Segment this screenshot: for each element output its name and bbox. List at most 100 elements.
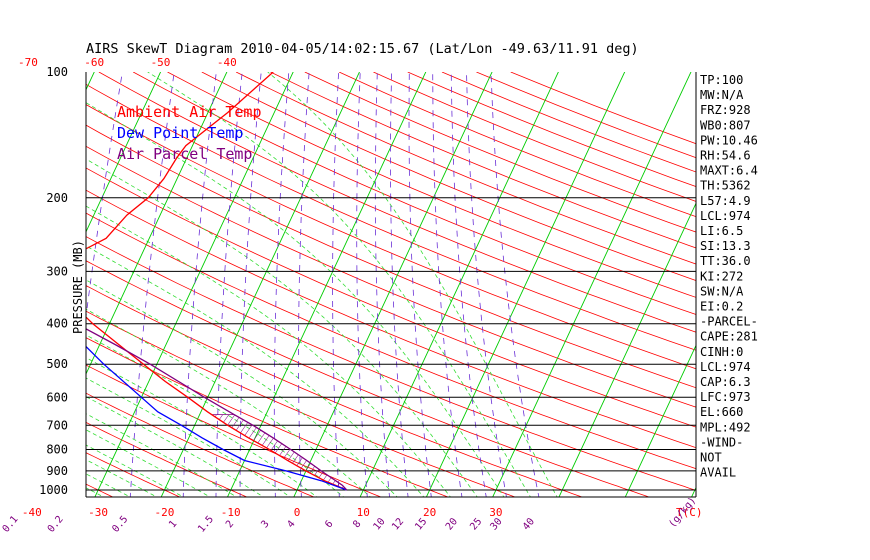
moist-adiabat xyxy=(86,158,478,497)
mixing-ratio-label: 40 xyxy=(521,516,537,532)
legend-dew-point-temp: Dew Point Temp xyxy=(117,124,243,142)
stability-index: -WIND- xyxy=(700,435,743,449)
isotherms xyxy=(0,63,696,499)
dry-adiabat xyxy=(86,145,696,408)
isotherm xyxy=(425,72,626,497)
mixing-ratio-label: 12 xyxy=(390,516,406,532)
isotherm xyxy=(624,344,696,497)
mixing-ratio-label: 6 xyxy=(323,519,335,531)
mixing-ratio-label: 1.5 xyxy=(196,514,216,535)
moist-adiabat xyxy=(86,279,398,497)
stability-index: MPL:492 xyxy=(700,420,751,434)
top-temperature-tick: -70 xyxy=(18,56,38,69)
stability-index: RH:54.6 xyxy=(700,149,751,163)
legend: Ambient Air Temp Dew Point Temp Air Parc… xyxy=(117,103,262,163)
dry-adiabat xyxy=(270,72,696,249)
stability-index: TP:100 xyxy=(700,73,743,87)
dry-adiabat xyxy=(133,72,696,315)
x-axis-unit-label: T(C) xyxy=(676,506,703,519)
moist-adiabat xyxy=(86,413,238,497)
isotherm xyxy=(359,72,559,497)
stability-index: PW:10.46 xyxy=(700,133,758,147)
mixing-ratio-line xyxy=(450,72,487,497)
moist-adiabat xyxy=(267,72,558,497)
isotherm xyxy=(160,72,360,497)
stability-index: EI:0.2 xyxy=(700,300,743,314)
stability-index: MAXT:6.4 xyxy=(700,164,758,178)
stability-index: EL:660 xyxy=(700,405,743,419)
stability-index: -PARCEL- xyxy=(700,315,758,329)
isotherm xyxy=(226,72,427,497)
bottom-temperature-tick: -30 xyxy=(88,506,108,519)
dry-adiabat xyxy=(510,72,696,145)
dry-adiabat xyxy=(86,285,584,497)
y-axis-label: PRESSURE (MB) xyxy=(71,240,85,334)
plot-area xyxy=(0,63,696,499)
stability-index: TT:36.0 xyxy=(700,254,751,268)
pressure-tick-label: 400 xyxy=(46,317,68,331)
dry-adiabat xyxy=(86,83,696,351)
pressure-tick-labels: 100 200 300 400 500 600 700 800 900 1000 xyxy=(39,65,68,497)
pressure-tick-label: 300 xyxy=(46,264,68,278)
dry-adiabat xyxy=(86,483,114,497)
mixing-ratio-line xyxy=(298,72,310,497)
top-temperature-labels: -120-110-100-90-80-70-60-50-40 xyxy=(18,56,237,69)
legend-air-parcel-temp: Air Parcel Temp xyxy=(117,145,252,163)
top-temperature-tick: -50 xyxy=(151,56,171,69)
mixing-ratio-label: 8 xyxy=(351,519,363,531)
moist-adiabat xyxy=(86,444,185,497)
mixing-ratio-line xyxy=(129,72,175,497)
mixing-ratio-line xyxy=(374,72,390,497)
moist-adiabat xyxy=(86,308,371,497)
stability-index: SI:13.3 xyxy=(700,239,751,253)
stability-index: TH:5362 xyxy=(700,179,751,193)
pressure-tick-label: 800 xyxy=(46,443,68,457)
moist-adiabat xyxy=(0,249,81,499)
sounding-series xyxy=(86,72,348,491)
isotherm xyxy=(293,72,493,497)
stability-index: SW:N/A xyxy=(700,284,744,298)
pressure-tick-label: 100 xyxy=(46,65,68,79)
mixing-ratio-label: 10 xyxy=(371,516,387,532)
mixing-ratio-label: 0.5 xyxy=(110,514,130,535)
mixing-ratio-line xyxy=(408,72,432,497)
dry-adiabat xyxy=(86,452,181,497)
stability-index: AVAIL xyxy=(700,466,736,480)
pressure-tick-label: 900 xyxy=(46,464,68,478)
top-temperature-tick: -60 xyxy=(84,56,104,69)
dew-point-temp-line xyxy=(86,345,347,491)
stability-index: LCL:974 xyxy=(700,360,751,374)
pressure-tick-label: 600 xyxy=(46,390,68,404)
dry-adiabat xyxy=(201,72,696,281)
isotherm xyxy=(0,63,32,499)
isotherm xyxy=(86,72,228,375)
mixing-ratio-label: 2 xyxy=(224,519,236,531)
ambient-air-temp-line xyxy=(86,72,347,491)
pressure-tick-label: 200 xyxy=(46,191,68,205)
stability-index: CAPE:281 xyxy=(700,330,758,344)
mixing-ratio-line xyxy=(215,72,243,497)
mixing-ratio-label: 25 xyxy=(468,516,484,532)
cape-hatch xyxy=(210,414,347,491)
mixing-ratio-label: 4 xyxy=(285,519,297,531)
mixing-ratio-label: 3 xyxy=(259,519,271,531)
bottom-temperature-tick: 0 xyxy=(294,506,301,519)
pressure-tick-label: 700 xyxy=(46,418,68,432)
stability-index: NOT xyxy=(700,451,722,465)
cape-area xyxy=(210,414,347,491)
dry-adiabat xyxy=(0,72,49,499)
mixing-ratio-line xyxy=(239,72,262,497)
dry-adiabat xyxy=(86,104,696,370)
mixing-ratio-line xyxy=(182,72,217,497)
dry-adiabat xyxy=(338,72,696,218)
dry-adiabat xyxy=(86,167,696,428)
top-temperature-tick: -40 xyxy=(217,56,237,69)
dry-adiabat xyxy=(235,72,696,265)
dry-adiabat xyxy=(86,189,696,449)
stability-index: CINH:0 xyxy=(700,345,743,359)
isotherm xyxy=(558,202,696,497)
dry-adiabat xyxy=(86,392,315,497)
mixing-ratio-lines xyxy=(86,72,540,497)
